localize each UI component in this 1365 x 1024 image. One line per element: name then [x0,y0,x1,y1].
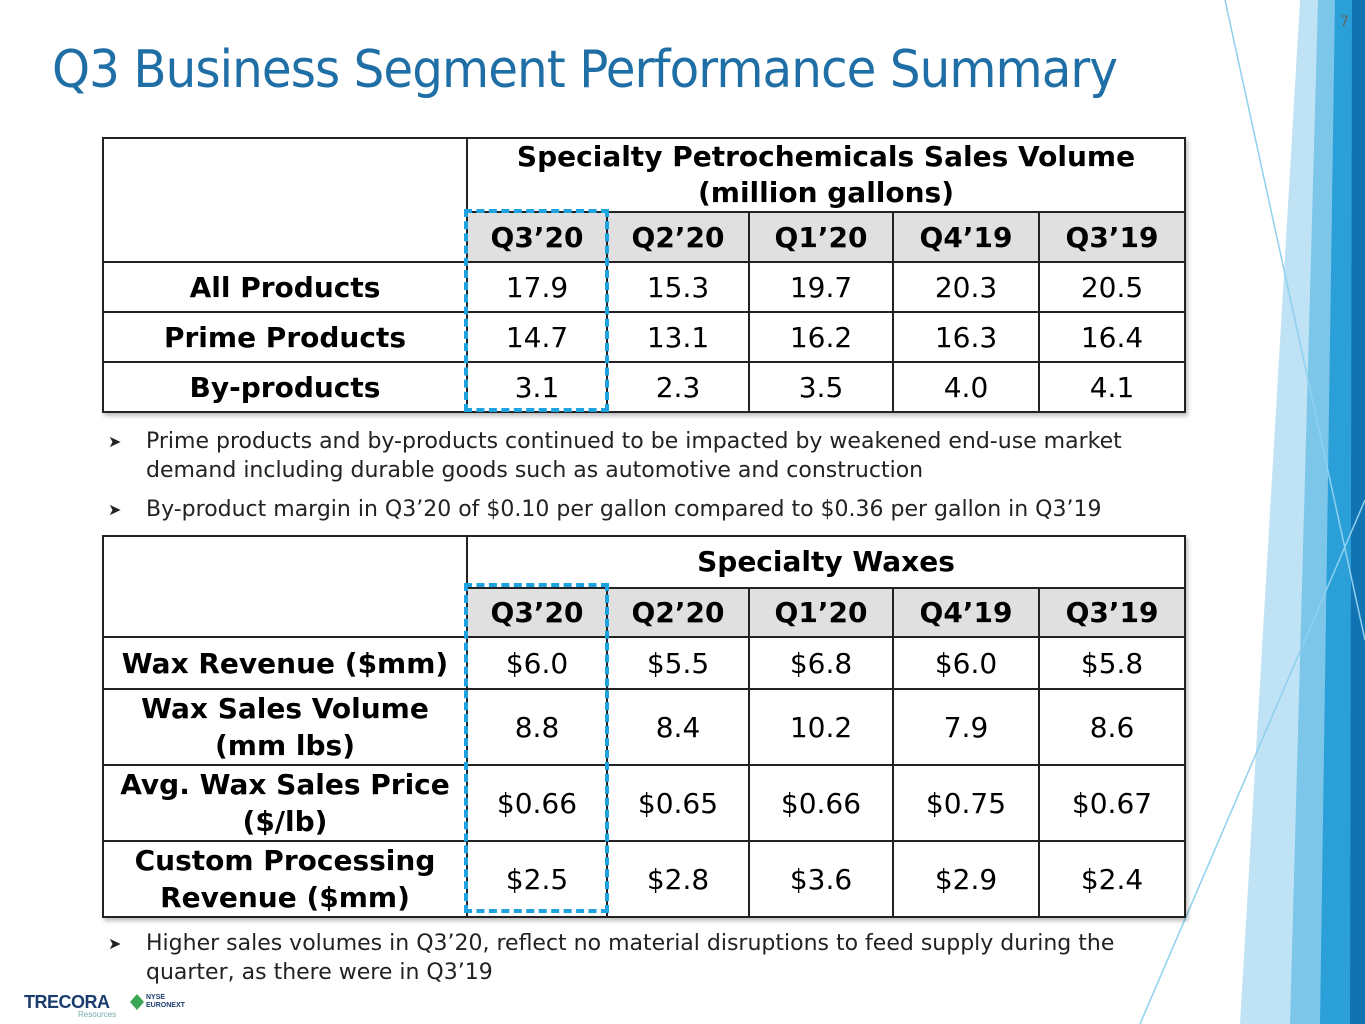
row-label: Avg. Wax Sales Price ($/lb) [102,764,468,842]
bullet-text: Higher sales volumes in Q3’20, reflect n… [146,931,1115,985]
arrow-bullet-icon: ➤ [108,500,122,519]
table-cell: $0.65 [606,764,750,842]
table-row: Avg. Wax Sales Price ($/lb) $0.66 $0.65 $… [102,764,1187,842]
logo-name: TRECORA [24,992,110,1012]
table-cell: 4.0 [892,361,1040,413]
arrow-bullet-icon: ➤ [108,934,122,953]
table-cell: 4.1 [1038,361,1186,413]
row-label-line-1: Custom Processing [134,844,436,877]
table-cell: $0.66 [748,764,894,842]
table-row: Prime Products 14.7 13.1 16.2 16.3 16.4 [102,311,1186,363]
bullet-item: ➤ Higher sales volumes in Q3’20, reflect … [106,929,1126,987]
table-cell: 8.6 [1037,688,1187,766]
table-row: All Products 17.9 15.3 19.7 20.3 20.5 [102,261,1186,313]
bullet-item: ➤ Prime products and by-products continue… [106,427,1216,485]
table-cell: $6.0 [892,636,1040,690]
table-header: Specialty Waxes [465,535,1187,589]
row-label: Wax Revenue ($mm) [102,636,468,690]
table-cell: 3.5 [748,361,894,413]
bullet-text: By-product margin in Q3’20 of $0.10 per … [146,497,1102,522]
quarter-header: Q4’19 [892,211,1040,263]
row-label-line-2: Revenue ($mm) [160,881,410,914]
table-cell: $3.6 [748,840,894,918]
quarter-header: Q4’19 [892,587,1040,638]
exchange-line-1: NYSE [146,994,166,1001]
table-cell: 19.7 [748,261,894,313]
table-cell: 10.2 [748,688,894,766]
quarter-header: Q3’20 [466,211,608,263]
q3-highlight-box [464,209,609,412]
page-number: 7 [1340,14,1349,30]
row-label: Prime Products [102,311,468,363]
table-cell: 13.1 [606,311,750,363]
table-cell: 3.1 [466,361,608,413]
row-label: All Products [102,261,468,313]
table-cell: 16.2 [748,311,894,363]
table-cell: $6.8 [748,636,894,690]
table-cell: 2.3 [606,361,750,413]
table-cell: 16.3 [892,311,1040,363]
row-label: Custom Processing Revenue ($mm) [102,840,468,918]
quarter-header: Q3’20 [466,587,608,638]
table-cell: 8.4 [606,688,750,766]
quarter-header: Q3’19 [1038,211,1186,263]
table-cell: 15.3 [606,261,750,313]
petrochemicals-table: Specialty Petrochemicals Sales Volume (m… [102,137,1186,413]
header-line-1: Specialty Petrochemicals Sales Volume [516,140,1136,173]
table-cell: $2.9 [892,840,1040,918]
row-label: By-products [102,361,468,413]
table-cell: 20.3 [892,261,1040,313]
table-cell: $2.8 [606,840,750,918]
table-cell: $2.5 [466,840,608,918]
table-corner [102,137,468,263]
table-cell: $0.66 [466,764,608,842]
table-cell: 7.9 [892,688,1040,766]
table-row: Custom Processing Revenue ($mm) $2.5 $2.8… [102,840,1187,918]
table-header: Specialty Petrochemicals Sales Volume (m… [466,137,1186,213]
table-cell: 17.9 [466,261,608,313]
quarter-header: Q3’19 [1037,587,1187,638]
table-cell: $0.67 [1037,764,1187,842]
quarter-header: Q1’20 [748,211,894,263]
quarter-header: Q2’20 [606,587,750,638]
row-label-line-2: ($/lb) [242,805,328,838]
bullet-text: Prime products and by-products continued… [146,429,1122,483]
table-cell: $5.8 [1037,636,1187,690]
row-label-line-1: Avg. Wax Sales Price [120,768,450,801]
table-row: Wax Revenue ($mm) $6.0 $5.5 $6.8 $6.0 $5… [102,636,1187,690]
row-label: Wax Sales Volume (mm lbs) [102,688,468,766]
row-label-line-1: Wax Sales Volume [141,692,429,725]
exchange-line-2: EURONEXT [146,1002,185,1009]
header-line-2: (million gallons) [697,176,955,209]
arrow-bullet-icon: ➤ [108,432,122,451]
leaf-icon [130,994,144,1010]
table-cell: 20.5 [1038,261,1186,313]
logo-subtitle: Resources [78,1010,117,1019]
bullet-list-2: ➤ Higher sales volumes in Q3’20, reflect … [106,929,1126,987]
table-cell: 8.8 [466,688,608,766]
table-cell: $5.5 [606,636,750,690]
row-label-line-2: (mm lbs) [215,729,355,762]
trecora-logo: TRECORA Resources [24,992,116,1019]
table-cell: 16.4 [1038,311,1186,363]
bullet-item: ➤ By-product margin in Q3’20 of $0.10 per… [106,495,1216,524]
row-label-line-1: Wax Revenue ($mm) [121,646,449,680]
specialty-waxes-table: Specialty Waxes Q3’20 Q2’20 Q1’20 Q4’19 … [102,535,1187,918]
q3-highlight-box [464,583,609,913]
table-cell: $0.75 [892,764,1040,842]
bullet-list-1: ➤ Prime products and by-products continue… [106,427,1216,524]
table-cell: $2.4 [1037,840,1187,918]
table-row: By-products 3.1 2.3 3.5 4.0 4.1 [102,361,1186,413]
table-cell: $6.0 [466,636,608,690]
table-row: Wax Sales Volume (mm lbs) 8.8 8.4 10.2 7.… [102,688,1187,766]
nyse-euronext-logo: NYSE EURONEXT [130,994,185,1014]
quarter-header: Q1’20 [748,587,894,638]
page-title: Q3 Business Segment Performance Summary [52,40,1118,100]
quarter-header: Q2’20 [606,211,750,263]
table-corner [102,535,468,638]
